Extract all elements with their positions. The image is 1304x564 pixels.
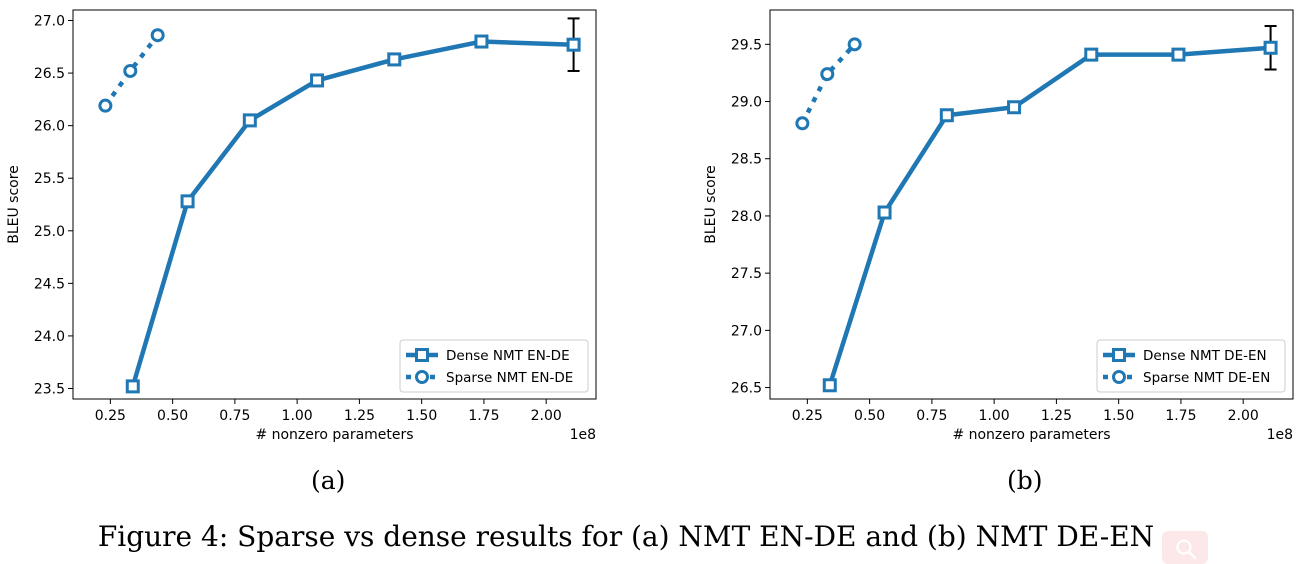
x-tick-label: 1.75 <box>468 408 499 424</box>
panel-label-a: (a) <box>311 466 346 495</box>
data-point-square <box>939 108 954 123</box>
series-line-sparse <box>800 42 857 125</box>
data-point-square <box>474 34 489 49</box>
data-point-circle <box>795 116 810 131</box>
x-tick-label: 0.25 <box>95 408 126 424</box>
y-tick-label: 23.5 <box>34 381 65 397</box>
data-point-square <box>877 205 892 220</box>
x-axis-label: # nonzero parameters <box>255 427 413 443</box>
x-tick-label: 1.50 <box>1103 408 1134 424</box>
series-line-dense <box>130 39 576 389</box>
data-point-square <box>242 113 257 128</box>
y-tick-label: 26.5 <box>34 66 65 82</box>
series-line-dense <box>827 45 1273 388</box>
data-point-circle <box>847 37 862 52</box>
plot-frame <box>72 9 597 400</box>
search-badge[interactable] <box>1162 531 1208 564</box>
x-tick-label: 1.25 <box>344 408 375 424</box>
x-multiplier-label: 1e8 <box>570 427 596 443</box>
x-tick-label: 1.50 <box>406 408 437 424</box>
legend-marker-square <box>1112 348 1126 362</box>
legend-marker-square <box>415 348 429 362</box>
chart-a: 0.25 0.50 0.75 1.00 1.25 1.50 1.75 2.00 23.5 24.0… <box>6 9 597 443</box>
x-tick-label: 1.25 <box>1041 408 1072 424</box>
y-tick-label: 25.0 <box>34 224 65 240</box>
y-tick-label: 27.0 <box>731 323 762 339</box>
y-tick-label: 26.5 <box>731 381 762 397</box>
x-tick-label: 1.00 <box>282 408 313 424</box>
data-point-square <box>566 37 581 52</box>
figure-caption: Figure 4: Sparse vs dense results for (a… <box>97 520 1155 553</box>
y-tick-label: 25.5 <box>34 171 65 187</box>
data-point-circle <box>820 67 835 82</box>
data-point-square <box>1007 100 1022 115</box>
x-tick-label: 2.00 <box>531 408 562 424</box>
y-tick-label: 26.0 <box>34 119 65 135</box>
y-tick-label: 28.0 <box>731 209 762 225</box>
x-tick-label: 1.00 <box>979 408 1010 424</box>
data-point-square <box>310 73 325 88</box>
y-tick-label: 29.5 <box>731 37 762 53</box>
legend-entry-label: Sparse NMT EN-DE <box>446 370 573 386</box>
data-point-square <box>125 379 140 394</box>
x-tick-label: 2.00 <box>1228 408 1259 424</box>
panel-label-b: (b) <box>1007 466 1043 495</box>
data-point-square <box>180 194 195 209</box>
y-tick-label: 29.0 <box>731 95 762 111</box>
legend-marker-circle <box>415 370 429 384</box>
series-line-sparse <box>103 33 160 107</box>
y-tick-label: 24.5 <box>34 276 65 292</box>
plot-frame <box>769 9 1294 400</box>
data-point-circle <box>150 28 165 43</box>
legend-box <box>1096 339 1286 393</box>
search-icon <box>1176 539 1197 560</box>
x-tick-label: 0.50 <box>157 408 188 424</box>
x-tick-label: 0.75 <box>219 408 250 424</box>
legend-entry-label: Sparse NMT DE-EN <box>1143 370 1270 386</box>
data-point-square <box>1263 40 1278 55</box>
y-tick-label: 27.5 <box>731 266 762 282</box>
y-tick-label: 27.0 <box>34 14 65 30</box>
data-point-square <box>1084 47 1099 62</box>
legend-marker-circle <box>1112 370 1126 384</box>
chart-b: 0.25 0.50 0.75 1.00 1.25 1.50 1.75 2.00 26.5 27.0… <box>703 9 1294 443</box>
x-tick-label: 0.25 <box>792 408 823 424</box>
x-multiplier-label: 1e8 <box>1267 427 1293 443</box>
data-point-square <box>822 378 837 393</box>
y-axis-label: BLEU score <box>703 165 719 244</box>
x-tick-label: 1.75 <box>1165 408 1196 424</box>
y-tick-label: 28.5 <box>731 152 762 168</box>
legend-entry-label: Dense NMT EN-DE <box>446 348 570 364</box>
x-tick-label: 0.50 <box>854 408 885 424</box>
y-tick-label: 24.0 <box>34 329 65 345</box>
data-point-circle <box>123 63 138 78</box>
legend-entry-label: Dense NMT DE-EN <box>1143 348 1267 364</box>
legend-box <box>399 339 589 393</box>
y-axis-label: BLEU score <box>6 165 22 244</box>
x-tick-label: 0.75 <box>916 408 947 424</box>
data-point-square <box>1171 47 1186 62</box>
data-point-square <box>387 52 402 67</box>
x-axis-label: # nonzero parameters <box>952 427 1110 443</box>
data-point-circle <box>98 98 113 113</box>
